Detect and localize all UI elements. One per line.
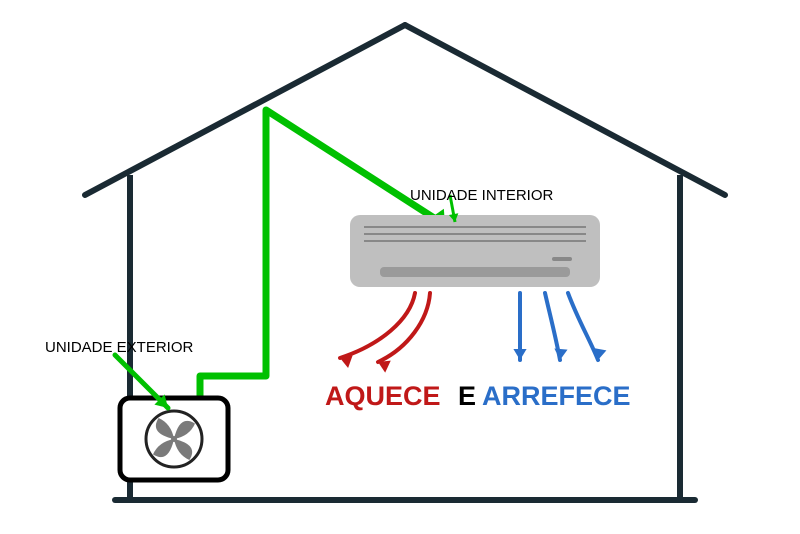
label-cool: ARREFECE (482, 381, 631, 411)
label-heat: AQUECE (325, 381, 441, 411)
indoor-unit (350, 215, 600, 287)
label-and: E (458, 381, 476, 411)
airflow-arrows (338, 293, 607, 373)
label-outdoor-unit: UNIDADE EXTERIOR (45, 339, 194, 356)
outdoor-unit (120, 398, 228, 480)
label-indoor-unit: UNIDADE INTERIOR (410, 187, 554, 204)
